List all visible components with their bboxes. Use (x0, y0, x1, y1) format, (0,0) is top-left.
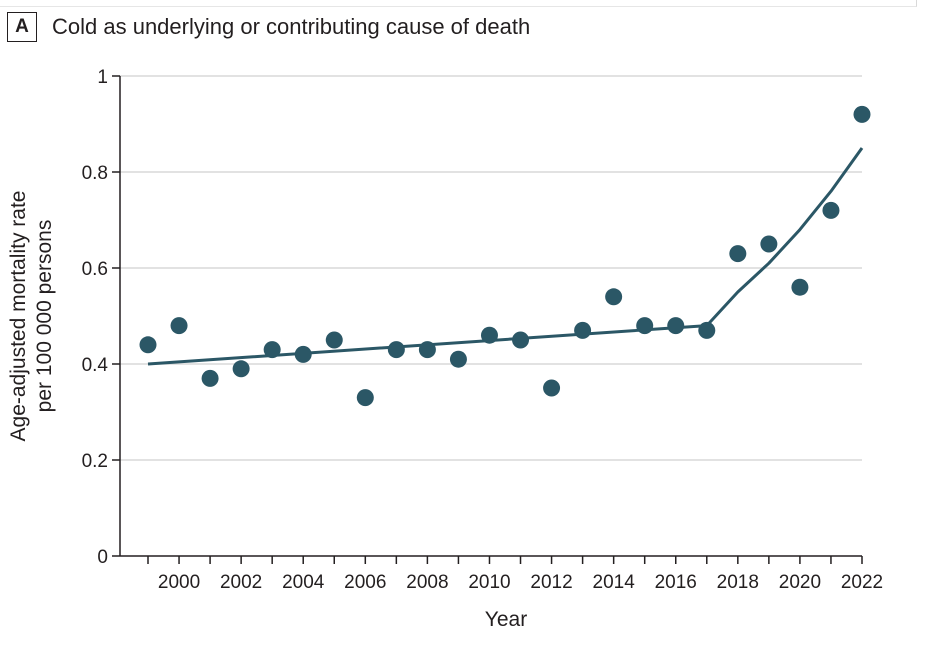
y-axis-title-line1: Age-adjusted mortality rate (7, 191, 30, 442)
trend-line-group (147, 147, 864, 366)
y-tick-label: 0.4 (82, 355, 109, 376)
x-tick-label: 2012 (530, 572, 572, 593)
top-border (0, 0, 917, 7)
x-tick-label: 2002 (220, 572, 262, 593)
y-tick-label: 1 (97, 67, 108, 88)
x-tick-label: 2004 (282, 572, 325, 593)
data-point (605, 288, 623, 306)
data-point (418, 341, 436, 359)
data-point (294, 345, 312, 363)
x-tick-label: 2016 (655, 572, 697, 593)
x-tick-label: 2018 (717, 572, 759, 593)
x-tick-label: 2010 (468, 572, 510, 593)
x-tick-label: 2014 (593, 572, 636, 593)
data-point (139, 336, 157, 354)
data-point (729, 245, 747, 263)
data-point (480, 326, 498, 344)
tick-labels: 0 0.2 0.4 0.6 0.8 1 2000 2002 2004 2006 2008 2010 20… (82, 67, 884, 593)
x-tick-label: 2008 (406, 572, 448, 593)
y-tick-label: 0.8 (82, 163, 108, 184)
panel-label: A (7, 12, 37, 42)
data-point (170, 317, 188, 335)
y-tick-label: 0.6 (82, 259, 108, 280)
data-point (760, 235, 778, 253)
data-point (356, 389, 374, 407)
y-tick-label: 0.2 (82, 451, 108, 472)
data-point (822, 201, 840, 219)
data-point (667, 317, 685, 335)
trend-line (147, 147, 864, 366)
y-tick-label: 0 (97, 547, 108, 568)
data-point (574, 321, 592, 339)
data-point (232, 360, 250, 378)
data-point (543, 379, 561, 397)
x-tick-label: 2020 (779, 572, 821, 593)
x-tick-label: 2000 (158, 572, 200, 593)
panel-title: Cold as underlying or contributing cause… (52, 14, 531, 39)
x-axis-title: Year (485, 608, 527, 631)
x-tick-label: 2022 (841, 572, 883, 593)
data-point (201, 369, 219, 387)
grid-lines (120, 75, 862, 461)
x-tick-label: 2006 (344, 572, 386, 593)
data-point (449, 350, 467, 368)
data-points (139, 105, 871, 407)
data-point (791, 278, 809, 296)
data-point (636, 317, 654, 335)
data-point (263, 341, 281, 359)
data-point (325, 331, 343, 349)
data-point (387, 341, 405, 359)
data-point (698, 321, 716, 339)
axes (112, 75, 863, 564)
data-point (512, 331, 530, 349)
y-axis-title-line2: per 100 000 persons (33, 220, 56, 413)
data-point (853, 105, 871, 123)
